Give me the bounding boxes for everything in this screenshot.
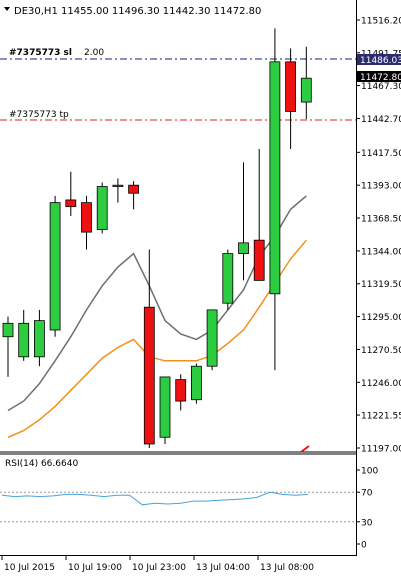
- rsi-line: [1, 491, 309, 506]
- bull-candle: [238, 242, 249, 254]
- rsi-tick-label: 70: [361, 489, 373, 499]
- bear-candle: [81, 202, 92, 233]
- bull-candle: [34, 320, 45, 358]
- dropdown-triangle-icon[interactable]: [4, 7, 10, 11]
- price-tick-label: 11516.20: [361, 17, 401, 27]
- bull-candle: [190, 365, 202, 401]
- ma-slow-line: [7, 239, 307, 438]
- take-profit-label: #7375773 tp: [9, 110, 69, 120]
- bear-candle: [65, 199, 77, 208]
- bull-candle: [18, 322, 30, 358]
- stop-loss-label: #7375773 sl: [9, 48, 72, 58]
- time-tick-label: 13 Jul 08:00: [260, 563, 314, 573]
- bull-candle: [159, 376, 171, 438]
- time-axis: 10 Jul 2015 10 Jul 19:00 10 Jul 23:00 13 Ju…: [1, 556, 314, 573]
- price-tick-label: 11442.70: [361, 115, 401, 125]
- price-tick-label: 11467.30: [361, 82, 401, 92]
- bull-candle: [96, 186, 108, 230]
- price-tick-label: 11270.50: [361, 346, 401, 356]
- rsi-tick-label: 30: [361, 518, 373, 528]
- price-tick-label: 11197.00: [361, 445, 401, 455]
- bull-candle: [300, 77, 312, 103]
- price-tick-label: 11295.00: [361, 313, 401, 323]
- bull-candle: [49, 202, 61, 331]
- bear-candle: [128, 184, 140, 194]
- price-tick-label: 11319.50: [361, 280, 401, 290]
- bear-candle: [175, 379, 187, 402]
- current-price-tag: [357, 71, 401, 82]
- sl-price-tag: [357, 54, 401, 65]
- time-tick-label: 10 Jul 19:00: [68, 563, 122, 573]
- time-tick-label: 10 Jul 2015: [4, 563, 55, 573]
- price-tick-label: 11221.55: [361, 412, 401, 422]
- current-price-tag-text: 11472.80: [360, 73, 401, 83]
- bull-candle: [222, 253, 234, 304]
- price-tick-label: 11368.50: [361, 215, 401, 225]
- bull-candle: [206, 309, 218, 367]
- order-price-label: 2.00: [84, 48, 104, 58]
- price-tick-label: 11344.00: [361, 247, 401, 257]
- bull-candle: [2, 322, 14, 338]
- sl-price-tag-text: 11486.03: [360, 56, 401, 66]
- bear-candle: [285, 61, 297, 112]
- symbol-info-label: DE30,H1 11455.00 11496.30 11442.30 11472…: [14, 6, 261, 17]
- rsi-tick-label: 0: [361, 541, 367, 551]
- time-tick-label: 13 Jul 04:00: [196, 563, 250, 573]
- bull-candle: [112, 184, 124, 187]
- price-tick-label: 11417.50: [361, 149, 401, 159]
- price-tick-label: 11246.00: [361, 379, 401, 389]
- time-tick-label: 10 Jul 23:00: [132, 563, 186, 573]
- bull-candle: [269, 61, 281, 295]
- price-tick-label: 11393.00: [361, 182, 401, 192]
- rsi-indicator: 100 70 30 0: [0, 467, 378, 551]
- bear-candle: [253, 239, 265, 281]
- price-axis: 11516.2011491.7511467.3011442.7011417.50…: [356, 17, 401, 455]
- rsi-label: RSI(14) 66.6640: [5, 459, 78, 469]
- trade-arrow-icon: [300, 445, 310, 453]
- rsi-tick-label: 100: [361, 467, 378, 477]
- candlestick-series: [2, 28, 312, 448]
- bear-candle: [143, 306, 155, 445]
